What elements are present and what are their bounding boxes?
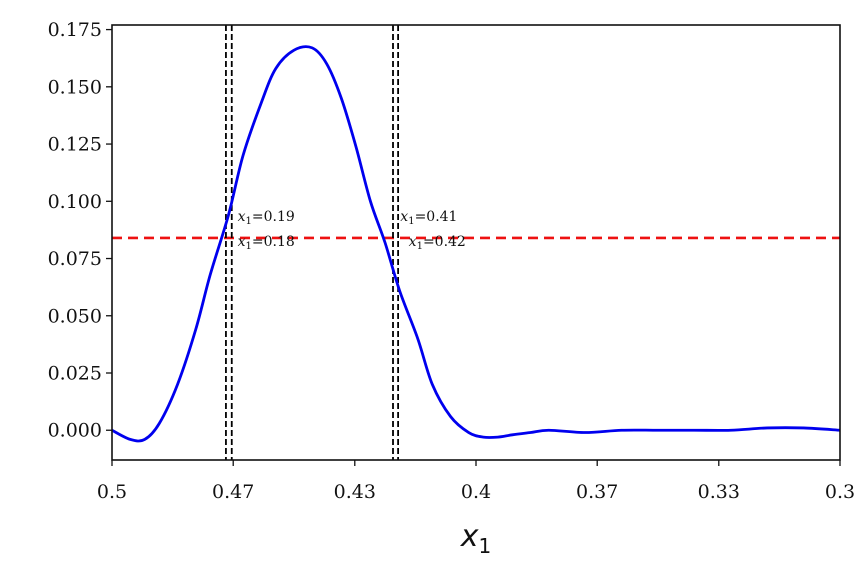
annotation-value: =0.18 (252, 234, 295, 250)
annotation-sub: 1 (245, 216, 251, 227)
x-tick-label: 0.37 (576, 481, 618, 503)
y-tick-label: 0.025 (48, 363, 102, 385)
annotation-sub: 1 (417, 241, 423, 252)
y-tick-label: 0.000 (48, 420, 102, 442)
annotation-sub: 1 (245, 241, 251, 252)
annotation-label: x1=0.42 (409, 234, 466, 252)
x-axis-label-var: x (460, 519, 479, 554)
y-tick-label: 0.175 (48, 19, 102, 41)
y-tick-label: 0.050 (48, 305, 102, 327)
y-tick-label: 0.150 (48, 76, 102, 98)
plot-frame (111, 24, 841, 461)
annotation-label: x1=0.41 (400, 209, 457, 227)
y-tick-label: 0.075 (48, 248, 102, 270)
x-axis-label-sub: 1 (479, 534, 492, 558)
x-tick-label: 0.43 (334, 481, 376, 503)
annotation-var: x (409, 234, 417, 250)
annotation-value: =0.42 (423, 234, 466, 250)
y-tick-label: 0.100 (48, 191, 102, 213)
annotation-label: x1=0.18 (238, 234, 295, 252)
x-tick-label: 0.47 (212, 481, 254, 503)
plot-border (111, 24, 841, 461)
x-tick-label: 0.5 (97, 481, 127, 503)
annotation-var: x (238, 234, 246, 250)
annotation-label: x1=0.19 (238, 209, 295, 227)
annotation-var: x (238, 209, 246, 225)
x-tick-label: 0.3 (825, 481, 855, 503)
series-line-0 (111, 45, 841, 443)
annotation-value: =0.19 (252, 209, 295, 225)
y-tick-label: 0.125 (48, 134, 102, 156)
annotation-value: =0.41 (415, 209, 458, 225)
annotation-var: x (400, 209, 408, 225)
x-axis-label: x1 (460, 519, 492, 558)
axes: 0.000 0.025 0.050 0.075 0.100 0.125 0.150 0.175… (48, 19, 856, 503)
x-tick-label: 0.4 (461, 481, 491, 503)
reference-lines (112, 25, 840, 460)
annotation-sub: 1 (408, 216, 414, 227)
x-tick-label: 0.33 (698, 481, 740, 503)
series-group (111, 45, 841, 443)
